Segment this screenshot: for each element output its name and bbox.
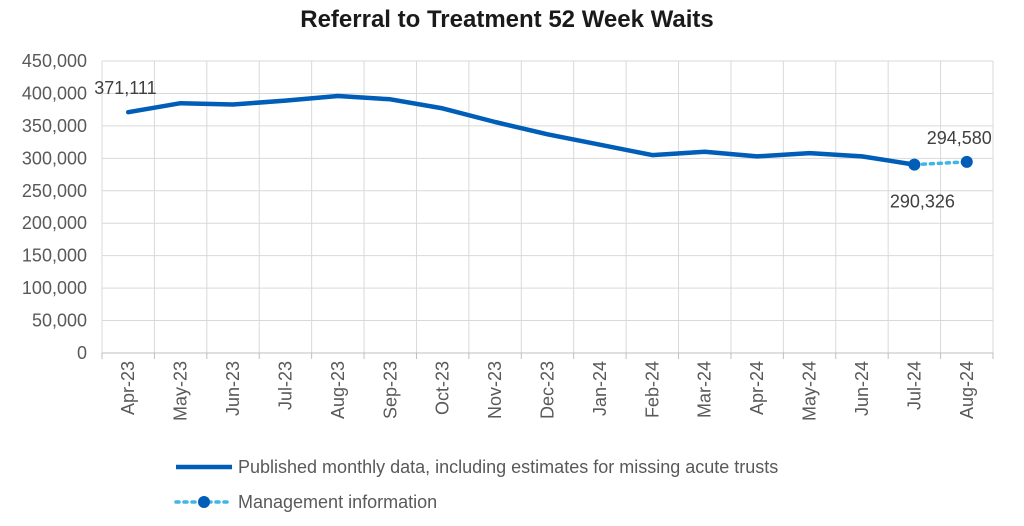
data-point-marker (908, 158, 921, 171)
data-label: 290,326 (890, 192, 955, 212)
legend-label: Published monthly data, including estima… (238, 457, 778, 477)
gridlines (101, 60, 994, 353)
data-label: 294,580 (927, 128, 992, 148)
y-tick-label: 150,000 (22, 246, 87, 266)
x-tick-label: Sep-23 (380, 361, 400, 419)
x-tick-label: Jun-24 (852, 361, 872, 416)
y-tick-label: 450,000 (22, 51, 87, 71)
x-tick-label: May-24 (800, 361, 820, 421)
y-tick-label: 100,000 (22, 278, 87, 298)
data-label: 371,111 (94, 78, 156, 98)
y-tick-label: 0 (77, 343, 87, 363)
x-tick-label: Feb-24 (642, 361, 662, 418)
x-tick-label: Jul-23 (275, 361, 295, 410)
x-tick-label: Jun-23 (223, 361, 243, 416)
legend-label: Management information (238, 492, 437, 512)
x-axis: Apr-23 May-23 Jun-23 Jul-23 Aug-23 Sep-23 Oct-… (101, 352, 994, 421)
data-point-marker (960, 155, 973, 168)
series-line-published (125, 93, 917, 167)
x-tick-label: Jul-24 (904, 361, 924, 410)
x-tick-label: Mar-24 (695, 361, 715, 418)
y-tick-label: 50,000 (32, 311, 87, 331)
x-tick-label: Dec-23 (538, 361, 558, 419)
x-tick-label: Jan-24 (590, 361, 610, 416)
x-tick-label: Nov-23 (485, 361, 505, 419)
data-labels: 371,111 290,326 294,580 (94, 78, 992, 211)
x-tick-label: Apr-23 (118, 361, 138, 415)
y-tick-label: 250,000 (22, 181, 87, 201)
legend-marker (198, 496, 210, 508)
y-tick-label: 400,000 (22, 83, 87, 103)
x-tick-label: Aug-23 (328, 361, 348, 419)
x-tick-label: Oct-23 (433, 361, 453, 415)
y-tick-label: 300,000 (22, 148, 87, 168)
x-tick-label: May-23 (171, 361, 191, 421)
chart-title: Referral to Treatment 52 Week Waits (300, 6, 713, 33)
legend: Published monthly data, including estima… (174, 457, 778, 512)
y-tick-label: 350,000 (22, 116, 87, 136)
x-tick-label: Apr-24 (747, 361, 767, 415)
y-axis-ticks: 0 50,000 100,000 150,000 200,000 250,000 300,0… (22, 51, 87, 363)
series-layer (125, 93, 973, 171)
y-tick-label: 200,000 (22, 213, 87, 233)
x-tick-label: Aug-24 (957, 361, 977, 419)
series-line-management (912, 160, 969, 167)
